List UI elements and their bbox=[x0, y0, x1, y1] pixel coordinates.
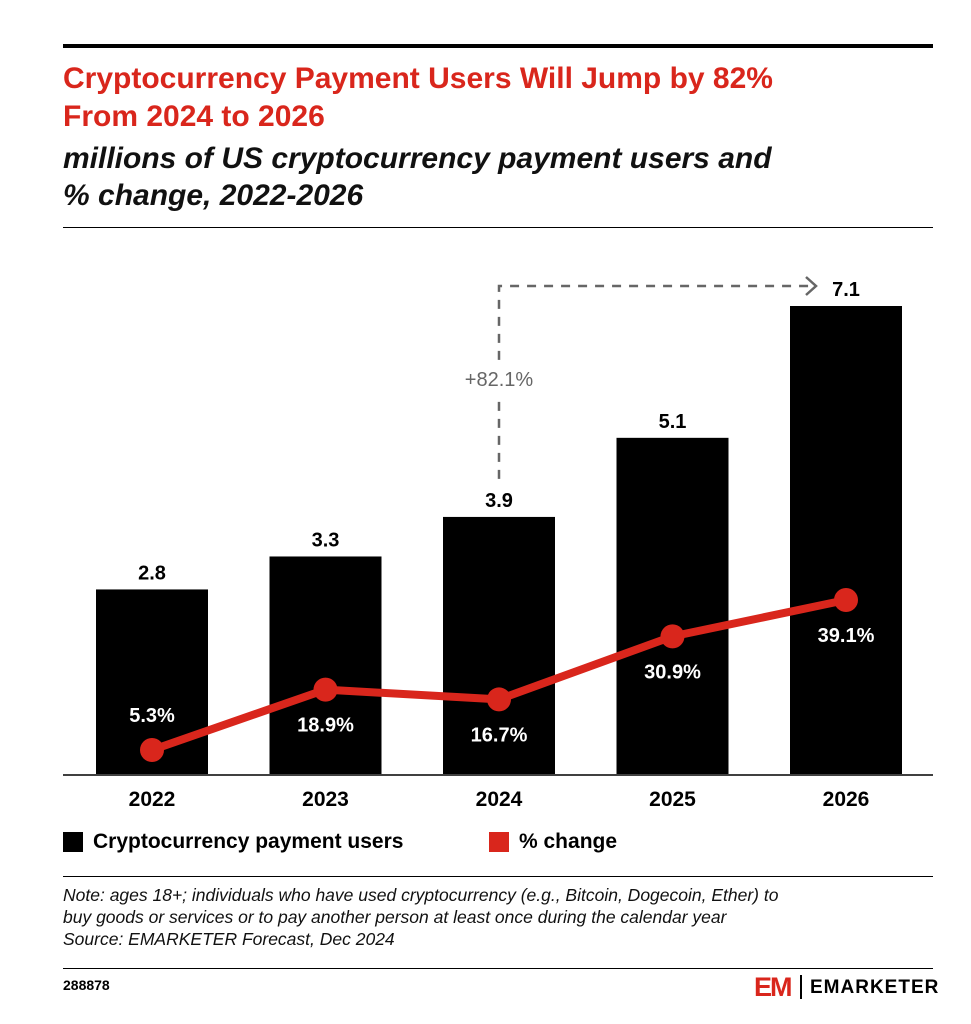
legend-label-change: % change bbox=[519, 830, 618, 853]
bar-line-chart: 2.8 2022 3.3 2023 3.9 2024 5.1 2025 7.1 2026 5.3% 1… bbox=[63, 276, 933, 811]
source-line: Source: EMARKETER Forecast, Dec 2024 bbox=[63, 929, 395, 949]
change-point-2023 bbox=[313, 677, 338, 702]
legend-swatch-change bbox=[489, 832, 509, 852]
chart-note: Note: ages 18+; individuals who have use… bbox=[63, 884, 933, 950]
chart-title: Cryptocurrency Payment Users Will Jump b… bbox=[63, 60, 923, 136]
legend-label-users: Cryptocurrency payment users bbox=[93, 830, 404, 853]
subtitle-line-1: millions of US cryptocurrency payment us… bbox=[63, 142, 772, 175]
logo-separator bbox=[800, 975, 802, 999]
legend-swatch-users bbox=[63, 832, 83, 852]
subtitle-line-2: % change, 2022-2026 bbox=[63, 179, 364, 212]
x-tick-label-2024: 2024 bbox=[476, 788, 523, 811]
x-tick-label-2023: 2023 bbox=[302, 788, 349, 811]
logo-mark: EM bbox=[754, 972, 792, 1002]
bar-value-label-2026: 7.1 bbox=[832, 279, 860, 301]
footer-divider bbox=[63, 968, 933, 969]
change-label-2023: 18.9% bbox=[297, 715, 354, 737]
change-point-2025 bbox=[660, 624, 685, 649]
bar-2025 bbox=[616, 437, 729, 774]
bar-2023 bbox=[269, 556, 382, 774]
bar-value-label-2024: 3.9 bbox=[485, 490, 513, 512]
title-line-2: From 2024 to 2026 bbox=[63, 100, 325, 133]
growth-annotation-arrowhead bbox=[805, 276, 818, 296]
x-tick-label-2022: 2022 bbox=[129, 788, 176, 811]
bar-2026 bbox=[790, 306, 902, 774]
change-label-2026: 39.1% bbox=[818, 625, 875, 647]
change-point-2026 bbox=[834, 588, 858, 612]
bar-value-label-2022: 2.8 bbox=[138, 562, 166, 584]
x-tick-label-2026: 2026 bbox=[823, 788, 870, 811]
chart-subtitle: millions of US cryptocurrency payment us… bbox=[63, 140, 923, 214]
x-tick-label-2025: 2025 bbox=[649, 788, 696, 811]
change-label-2024: 16.7% bbox=[471, 724, 528, 746]
note-line-2: buy goods or services or to pay another … bbox=[63, 907, 727, 927]
chart-id: 288878 bbox=[63, 977, 110, 993]
growth-annotation-label: +82.1% bbox=[465, 369, 534, 391]
logo-wordmark: EMARKETER bbox=[810, 977, 940, 998]
change-point-2024 bbox=[487, 687, 511, 712]
change-label-2025: 30.9% bbox=[644, 661, 701, 683]
note-divider bbox=[63, 876, 933, 877]
bar-value-label-2023: 3.3 bbox=[312, 529, 340, 551]
note-line-1: Note: ages 18+; individuals who have use… bbox=[63, 885, 779, 905]
change-point-2022 bbox=[140, 738, 164, 762]
top-rule bbox=[63, 44, 933, 48]
bar-2024 bbox=[443, 516, 555, 774]
growth-annotation-bracket bbox=[497, 284, 814, 479]
title-divider bbox=[63, 227, 933, 228]
title-line-1: Cryptocurrency Payment Users Will Jump b… bbox=[63, 62, 773, 95]
bar-value-label-2025: 5.1 bbox=[659, 411, 687, 433]
change-label-2022: 5.3% bbox=[129, 705, 175, 727]
growth-annotation-label-bg bbox=[453, 362, 545, 394]
